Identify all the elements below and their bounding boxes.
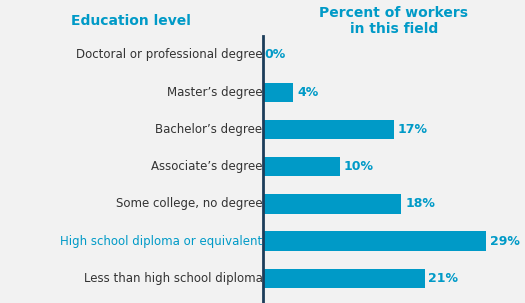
Bar: [262, 194, 402, 214]
Text: Some college, no degree: Some college, no degree: [116, 197, 262, 210]
Text: Bachelor’s degree: Bachelor’s degree: [155, 123, 262, 136]
Text: 17%: 17%: [397, 123, 427, 136]
Text: Education level: Education level: [71, 14, 191, 28]
Text: Less than high school diploma: Less than high school diploma: [83, 272, 262, 285]
Bar: [262, 82, 293, 102]
Text: 10%: 10%: [343, 160, 374, 173]
Text: Associate’s degree: Associate’s degree: [151, 160, 262, 173]
Bar: [262, 120, 394, 139]
Bar: [262, 157, 340, 176]
Text: Percent of workers
in this field: Percent of workers in this field: [319, 6, 468, 36]
Bar: [262, 269, 425, 288]
Text: Doctoral or professional degree: Doctoral or professional degree: [76, 48, 262, 62]
Text: 4%: 4%: [297, 86, 319, 99]
Text: 29%: 29%: [490, 235, 520, 248]
Text: 21%: 21%: [428, 272, 458, 285]
Text: Master’s degree: Master’s degree: [167, 86, 262, 99]
Bar: [262, 231, 486, 251]
Text: 0%: 0%: [265, 48, 286, 62]
Text: High school diploma or equivalent: High school diploma or equivalent: [60, 235, 262, 248]
Text: 18%: 18%: [405, 197, 435, 210]
